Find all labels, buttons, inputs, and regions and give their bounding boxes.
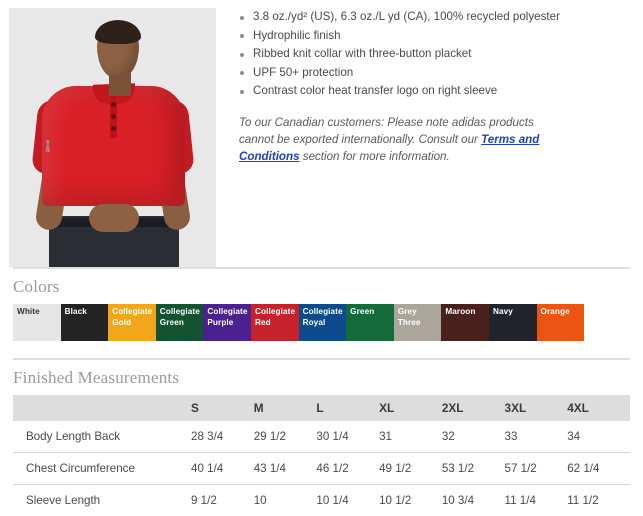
bullet-icon bbox=[240, 71, 244, 75]
color-swatch-label: Black bbox=[65, 307, 107, 318]
list-item: Hydrophilic finish bbox=[239, 27, 637, 46]
color-swatch-navy[interactable]: Navy bbox=[489, 304, 537, 341]
column-header-2xl: 2XL bbox=[442, 395, 505, 421]
bullet-icon bbox=[240, 34, 244, 38]
column-header-xl: XL bbox=[379, 395, 442, 421]
product-image[interactable] bbox=[9, 8, 216, 267]
measurements-heading: Finished Measurements bbox=[0, 360, 643, 395]
colors-heading: Colors bbox=[0, 269, 643, 304]
measurement-value: 11 1/2 bbox=[567, 485, 630, 516]
colors-section: White Black Collegiate Gold Collegiate Gree… bbox=[0, 304, 643, 341]
feature-text: Hydrophilic finish bbox=[253, 29, 341, 42]
color-swatch-orange[interactable]: Orange bbox=[537, 304, 585, 341]
adidas-logo-icon bbox=[42, 140, 54, 152]
color-swatch-collegiate-red[interactable]: Collegiate Red bbox=[251, 304, 299, 341]
measurement-value: 53 1/2 bbox=[442, 453, 505, 485]
product-photo-canvas bbox=[9, 8, 216, 267]
color-swatch-label: Collegiate Gold bbox=[112, 307, 154, 328]
feature-text: Contrast color heat transfer logo on rig… bbox=[253, 84, 497, 97]
color-swatch-label: Maroon bbox=[445, 307, 487, 318]
color-swatch-white[interactable]: White bbox=[13, 304, 61, 341]
color-swatch-label: White bbox=[17, 307, 59, 318]
measurement-value: 31 bbox=[379, 421, 442, 453]
measurement-value: 43 1/4 bbox=[254, 453, 317, 485]
color-swatch-collegiate-gold[interactable]: Collegiate Gold bbox=[108, 304, 156, 341]
polo-button-2 bbox=[111, 114, 116, 119]
measurement-value: 46 1/2 bbox=[316, 453, 379, 485]
measurement-value: 10 1/2 bbox=[379, 485, 442, 516]
measurement-value: 62 1/4 bbox=[567, 453, 630, 485]
bullet-icon bbox=[240, 53, 244, 57]
list-item: UPF 50+ protection bbox=[239, 64, 637, 83]
measurement-value: 34 bbox=[567, 421, 630, 453]
color-swatch-label: Collegiate Purple bbox=[207, 307, 249, 328]
feature-list: 3.8 oz./yd² (US), 6.3 oz./L yd (CA), 100… bbox=[239, 8, 637, 101]
color-swatch-label: Collegiate Red bbox=[255, 307, 297, 328]
measurement-value: 11 1/4 bbox=[505, 485, 568, 516]
measurement-value: 10 1/4 bbox=[316, 485, 379, 516]
canada-shipping-notice: To our Canadian customers: Please note a… bbox=[239, 114, 564, 165]
product-overview-section: 3.8 oz./yd² (US), 6.3 oz./L yd (CA), 100… bbox=[0, 0, 643, 267]
measurement-label: Body Length Back bbox=[13, 421, 191, 453]
column-header-m: M bbox=[254, 395, 317, 421]
measurement-value: 30 1/4 bbox=[316, 421, 379, 453]
color-swatch-label: Collegiate Royal bbox=[303, 307, 345, 328]
color-swatch-row: White Black Collegiate Gold Collegiate Gree… bbox=[13, 304, 643, 341]
feature-text: 3.8 oz./yd² (US), 6.3 oz./L yd (CA), 100… bbox=[253, 10, 560, 23]
bullet-icon bbox=[240, 16, 244, 20]
column-header-3xl: 3XL bbox=[505, 395, 568, 421]
measurement-value: 49 1/2 bbox=[379, 453, 442, 485]
product-details-panel: 3.8 oz./yd² (US), 6.3 oz./L yd (CA), 100… bbox=[216, 0, 643, 177]
color-swatch-collegiate-royal[interactable]: Collegiate Royal bbox=[299, 304, 347, 341]
notice-text-after: section for more information. bbox=[300, 150, 450, 163]
color-swatch-label: Orange bbox=[541, 307, 583, 318]
list-item: 3.8 oz./yd² (US), 6.3 oz./L yd (CA), 100… bbox=[239, 8, 637, 27]
color-swatch-grey-three[interactable]: Grey Three bbox=[394, 304, 442, 341]
measurement-value: 10 bbox=[254, 485, 317, 516]
measurement-value: 10 3/4 bbox=[442, 485, 505, 516]
color-swatch-maroon[interactable]: Maroon bbox=[441, 304, 489, 341]
bullet-icon bbox=[240, 90, 244, 94]
column-header-blank bbox=[13, 395, 191, 421]
column-header-s: S bbox=[191, 395, 254, 421]
measurement-value: 28 3/4 bbox=[191, 421, 254, 453]
color-swatch-label: Green bbox=[350, 307, 392, 318]
color-swatch-label: Grey Three bbox=[398, 307, 440, 328]
column-header-l: L bbox=[316, 395, 379, 421]
measurement-value: 33 bbox=[505, 421, 568, 453]
measurement-value: 32 bbox=[442, 421, 505, 453]
measurement-value: 9 1/2 bbox=[191, 485, 254, 516]
polo-button-3 bbox=[111, 126, 116, 131]
feature-text: Ribbed knit collar with three-button pla… bbox=[253, 47, 471, 60]
feature-text: UPF 50+ protection bbox=[253, 66, 353, 79]
list-item: Contrast color heat transfer logo on rig… bbox=[239, 82, 637, 101]
color-swatch-label: Navy bbox=[493, 307, 535, 318]
color-swatch-black[interactable]: Black bbox=[61, 304, 109, 341]
measurement-value: 29 1/2 bbox=[254, 421, 317, 453]
model-hands bbox=[89, 204, 139, 232]
color-swatch-label: Collegiate Green bbox=[160, 307, 202, 328]
color-swatch-collegiate-green[interactable]: Collegiate Green bbox=[156, 304, 204, 341]
measurement-label: Sleeve Length bbox=[13, 485, 191, 516]
measurement-value: 57 1/2 bbox=[505, 453, 568, 485]
color-swatch-green[interactable]: Green bbox=[346, 304, 394, 341]
polo-button-1 bbox=[111, 102, 116, 107]
model-hair bbox=[95, 20, 141, 44]
measurement-value: 40 1/4 bbox=[191, 453, 254, 485]
column-header-4xl: 4XL bbox=[567, 395, 630, 421]
list-item: Ribbed knit collar with three-button pla… bbox=[239, 45, 637, 64]
color-swatch-collegiate-purple[interactable]: Collegiate Purple bbox=[203, 304, 251, 341]
measurement-label: Chest Circumference bbox=[13, 453, 191, 485]
